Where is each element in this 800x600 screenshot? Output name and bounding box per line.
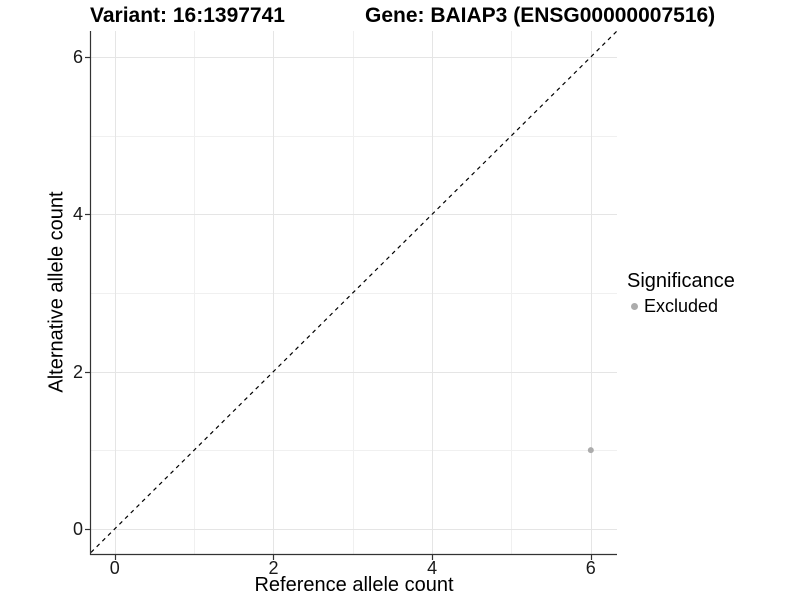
x-tick-label: 6 [585,558,596,578]
y-axis-label: Alternative allele count [45,191,68,393]
legend-items: Excluded [627,296,735,317]
legend: Significance Excluded [627,270,735,317]
data-point [587,447,594,454]
legend-item-label: Excluded [644,296,719,316]
x-tick-label: 2 [268,558,279,578]
legend-title: Significance [627,270,735,292]
x-axis-label: Reference allele count [254,574,454,596]
y-tick-label: 6 [72,46,83,67]
identity-line [90,30,618,553]
y-tick-label: 0 [72,518,83,539]
legend-item: Excluded [627,296,735,317]
plot-title-gene: Gene: BAIAP3 (ENSG00000007516) [365,4,716,27]
plot-title-variant: Variant: 16:1397741 [90,4,285,27]
x-tick-label: 0 [109,558,120,578]
y-tick-label: 4 [72,204,83,225]
x-tick-label: 4 [427,558,438,578]
legend-point-icon [631,303,638,310]
y-tick-label: 2 [72,361,83,382]
